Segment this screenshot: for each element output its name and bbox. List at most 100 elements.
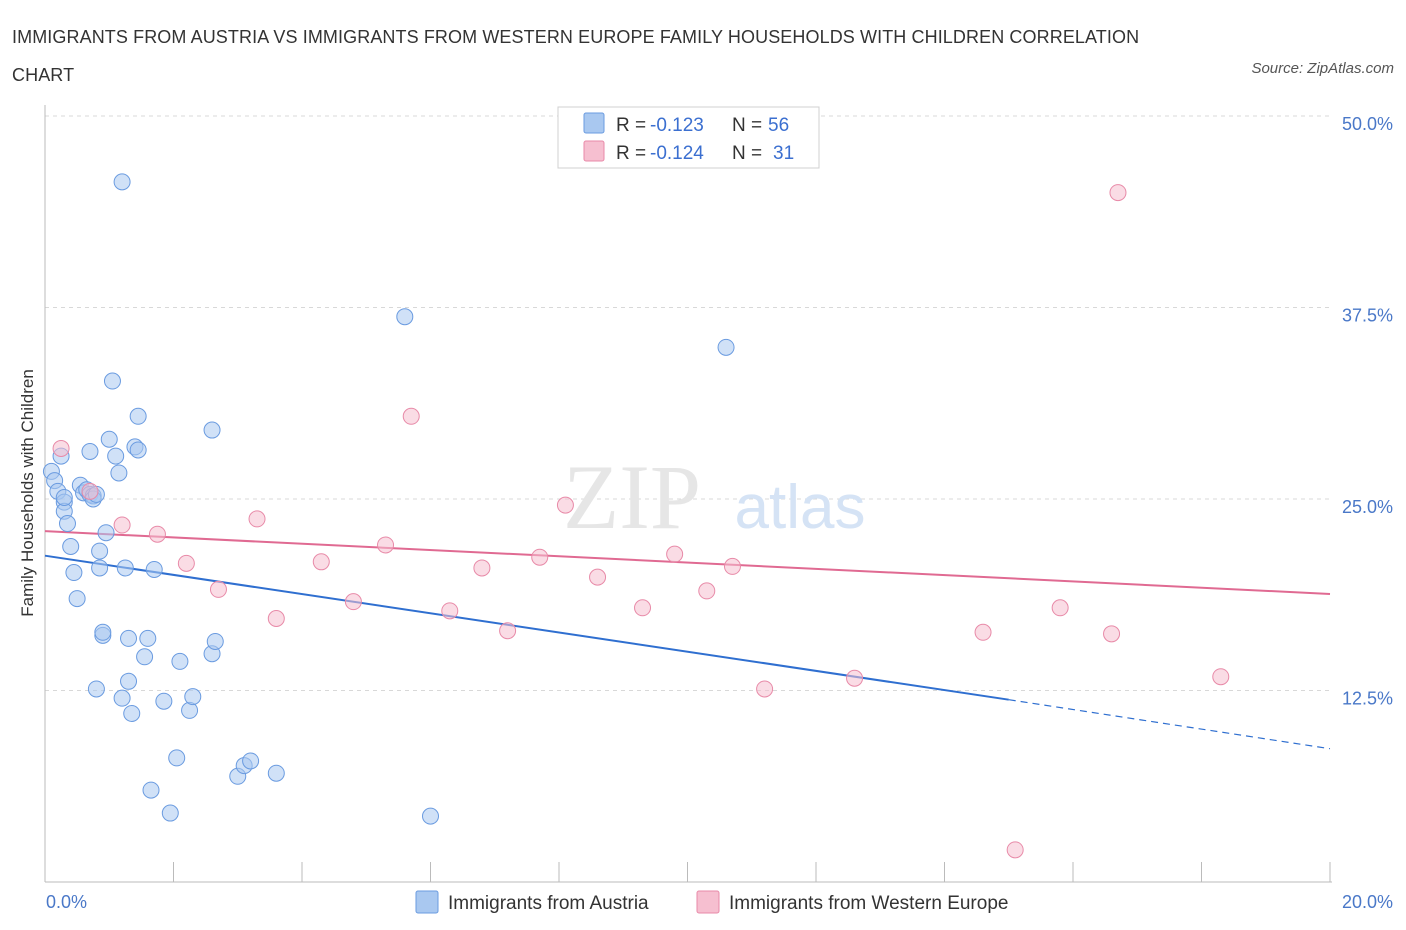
data-point-austria: [62, 537, 80, 555]
bottom-legend-label-austria: Immigrants from Austria: [448, 893, 649, 914]
data-point-austria: [242, 752, 260, 770]
data-point-western-europe: [974, 623, 992, 641]
data-point-western-europe: [377, 536, 395, 554]
data-point-austria: [203, 421, 221, 439]
data-point-austria: [97, 524, 115, 542]
legend-n-value: 31: [773, 143, 794, 164]
series-austria-points: [42, 173, 735, 825]
data-point-austria: [116, 559, 134, 577]
data-point-austria: [184, 688, 202, 706]
data-point-western-europe: [148, 525, 166, 543]
data-point-western-europe: [248, 510, 266, 528]
legend-r-label: R =: [616, 143, 646, 164]
bottom-legend-label-western-europe: Immigrants from Western Europe: [729, 893, 1008, 914]
y-tick-label: 37.5%: [1342, 306, 1393, 326]
x-tick-label-max: 20.0%: [1342, 892, 1393, 912]
data-point-western-europe: [312, 553, 330, 571]
legend-n-label: N =: [732, 115, 762, 136]
legend-swatch-austria: [583, 112, 605, 134]
data-point-austria: [267, 764, 285, 782]
y-tick-label: 25.0%: [1342, 497, 1393, 517]
bottom-legend-swatch-austria: [415, 890, 439, 914]
data-point-western-europe: [113, 516, 131, 534]
data-point-austria: [81, 443, 99, 461]
data-point-austria: [129, 441, 147, 459]
legend-swatch-western-europe: [583, 140, 605, 162]
data-point-austria: [155, 692, 173, 710]
data-point-austria: [181, 701, 199, 719]
trend-line-western-europe: [44, 530, 1331, 595]
data-point-austria: [171, 652, 189, 670]
data-point-western-europe: [634, 599, 652, 617]
legend-n-label: N =: [732, 143, 762, 164]
trend-line-austria-extrapolated: [1008, 699, 1331, 750]
data-point-austria: [94, 623, 112, 641]
data-point-western-europe: [441, 602, 459, 620]
data-point-austria: [68, 590, 86, 608]
data-point-austria: [123, 704, 141, 722]
data-point-western-europe: [267, 609, 285, 627]
data-point-western-europe: [1109, 184, 1127, 202]
data-point-western-europe: [1051, 599, 1069, 617]
data-point-austria: [91, 542, 109, 560]
data-point-western-europe: [1212, 668, 1230, 686]
data-point-western-europe: [1006, 841, 1024, 859]
data-point-western-europe: [556, 496, 574, 514]
data-point-austria: [168, 749, 186, 767]
x-tick-label-min: 0.0%: [46, 892, 87, 912]
bottom-legend: Immigrants from Austria Immigrants from …: [415, 890, 1008, 914]
y-tick-labels: 50.0% 37.5% 25.0% 12.5%: [1342, 114, 1393, 709]
data-point-western-europe: [589, 568, 607, 586]
data-point-austria: [100, 430, 118, 448]
data-point-austria: [107, 447, 125, 465]
data-point-western-europe: [344, 593, 362, 611]
trend-line-austria: [44, 554, 1009, 701]
data-point-austria: [120, 672, 138, 690]
data-point-western-europe: [1103, 625, 1121, 643]
data-point-western-europe: [666, 545, 684, 563]
data-point-western-europe: [698, 582, 716, 600]
data-point-western-europe: [81, 482, 99, 500]
data-point-austria: [110, 464, 128, 482]
legend-r-value: -0.123: [650, 115, 704, 136]
legend-box: R = -0.123 N = 56 R = -0.124 N = 31: [557, 106, 820, 169]
data-point-austria: [145, 560, 163, 578]
data-point-austria: [58, 515, 76, 533]
data-point-western-europe: [209, 580, 227, 598]
watermark-atlas: atlas: [735, 473, 866, 542]
chart-title: IMMIGRANTS FROM AUSTRIA VS IMMIGRANTS FR…: [12, 27, 1140, 85]
legend-n-value: 56: [768, 115, 789, 136]
data-point-austria: [91, 559, 109, 577]
data-point-western-europe: [531, 548, 549, 566]
y-axis-title: Family Households with Children: [18, 369, 37, 617]
series-western-europe-points: [52, 107, 1230, 859]
data-point-austria: [142, 781, 160, 799]
gridlines: [45, 115, 1330, 691]
data-point-western-europe: [499, 622, 517, 640]
data-point-western-europe: [723, 557, 741, 575]
source-label: Source: ZipAtlas.com: [1251, 60, 1394, 77]
x-axis-ticks: [44, 862, 1331, 882]
y-tick-label: 12.5%: [1342, 689, 1393, 709]
data-point-austria: [65, 564, 83, 582]
watermark-zip: ZIP: [563, 446, 701, 548]
data-point-austria: [422, 807, 439, 825]
legend-r-label: R =: [616, 115, 646, 136]
data-point-western-europe: [473, 559, 491, 577]
data-point-austria: [87, 680, 105, 698]
data-point-austria: [396, 308, 414, 326]
data-point-austria: [139, 629, 157, 647]
data-point-western-europe: [402, 407, 420, 425]
data-point-austria: [120, 629, 138, 647]
data-point-austria: [717, 338, 735, 356]
data-point-austria: [103, 372, 121, 390]
data-point-austria: [55, 488, 73, 506]
data-point-austria: [113, 173, 131, 191]
data-point-austria: [206, 632, 224, 650]
legend-r-value: -0.124: [650, 143, 704, 164]
data-point-western-europe: [846, 669, 864, 687]
data-point-western-europe: [52, 439, 70, 457]
data-point-austria: [113, 689, 131, 707]
bottom-legend-swatch-western-europe: [696, 890, 720, 914]
